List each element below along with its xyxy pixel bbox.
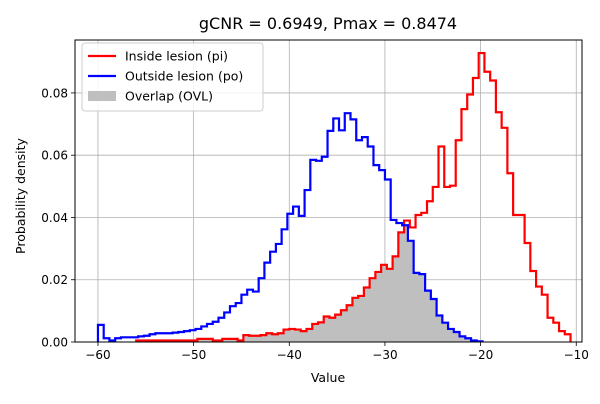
x-tick-label: −40	[277, 348, 302, 362]
series-layer	[96, 51, 572, 343]
legend-item-overlap-swatch	[88, 91, 116, 101]
y-tick-label: 0.02	[41, 273, 68, 287]
x-tick-label: −50	[181, 348, 206, 362]
legend-box	[81, 42, 264, 112]
x-tick-label: −20	[468, 348, 493, 362]
y-tick-label: 0.08	[41, 86, 68, 100]
series-inside-line	[135, 51, 572, 342]
series-outside-line	[96, 112, 484, 343]
legend: Inside lesion (pi) Outside lesion (po) Ove…	[81, 42, 264, 112]
y-tick-label: 0.04	[41, 211, 68, 225]
legend-item-inside-label: Inside lesion (pi)	[125, 49, 228, 64]
tick-layer: −60 −50 −40 −30 −20 −10 0.00 0.02 0.04 0.06 0.08	[41, 86, 589, 362]
y-tick-label: 0.00	[41, 336, 68, 350]
legend-item-overlap-label: Overlap (OVL)	[125, 89, 213, 104]
chart-title: gCNR = 0.6949, Pmax = 0.8474	[199, 14, 457, 33]
x-tick-label: −10	[564, 348, 589, 362]
axes-frame	[74, 39, 583, 343]
y-axis-label: Probability density	[13, 137, 28, 253]
x-axis-label: Value	[311, 370, 346, 385]
y-tick-label: 0.06	[41, 149, 68, 163]
x-tick-label: −30	[372, 348, 397, 362]
legend-item-outside-label: Outside lesion (po)	[125, 69, 243, 84]
x-tick-label: −60	[85, 348, 110, 362]
